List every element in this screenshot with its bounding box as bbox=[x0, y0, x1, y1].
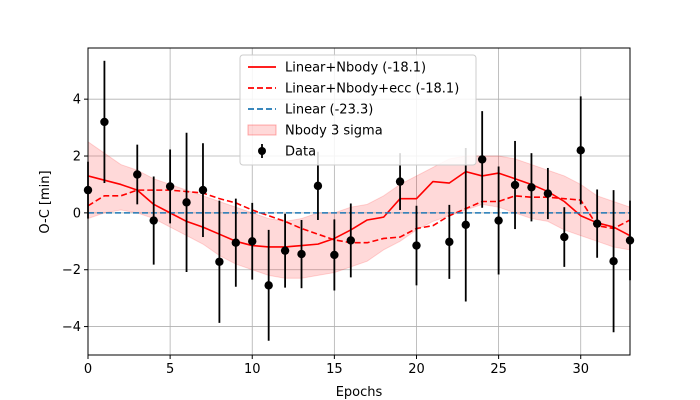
data-marker bbox=[543, 189, 553, 198]
y-tick-label: 4 bbox=[73, 93, 81, 108]
data-point bbox=[412, 205, 421, 286]
data-point bbox=[527, 153, 536, 222]
data-point bbox=[297, 219, 306, 289]
data-point bbox=[133, 144, 142, 205]
y-tick-label: 2 bbox=[73, 150, 81, 165]
data-marker bbox=[527, 183, 536, 192]
data-point bbox=[215, 200, 224, 323]
y-tick-label: 0 bbox=[73, 206, 81, 221]
data-point bbox=[576, 96, 585, 205]
legend-label: Data bbox=[285, 145, 316, 160]
x-tick-label: 10 bbox=[244, 362, 261, 377]
data-point bbox=[330, 219, 339, 291]
data-marker bbox=[133, 170, 142, 179]
data-points-layer bbox=[83, 60, 635, 341]
data-point bbox=[231, 198, 241, 287]
y-tick-label: −2 bbox=[62, 263, 81, 278]
legend-entry-data: Data bbox=[258, 144, 316, 160]
sigma-band-layer bbox=[88, 141, 630, 279]
x-tick-label: 5 bbox=[166, 362, 174, 377]
legend-label: Linear (-23.3) bbox=[285, 103, 373, 118]
data-point bbox=[198, 143, 208, 238]
data-marker bbox=[149, 216, 158, 225]
data-point bbox=[477, 111, 487, 208]
legend-swatch bbox=[247, 124, 277, 136]
data-point bbox=[445, 204, 454, 279]
data-marker bbox=[592, 219, 602, 228]
data-marker bbox=[198, 185, 208, 195]
data-marker bbox=[494, 216, 503, 225]
x-tick-label: 20 bbox=[408, 362, 425, 377]
y-tick-label: −4 bbox=[62, 320, 81, 335]
data-point bbox=[100, 60, 109, 184]
legend-entry-linear-nbody-ecc-18-1: Linear+Nbody+ecc (-18.1) bbox=[248, 82, 459, 97]
legend: Linear+Nbody (-18.1) Linear+Nbody+ecc (-1… bbox=[239, 54, 477, 166]
data-marker bbox=[100, 117, 109, 127]
data-point bbox=[494, 166, 503, 275]
data-point bbox=[165, 149, 175, 224]
data-point bbox=[346, 203, 355, 278]
data-point bbox=[461, 148, 470, 302]
data-marker bbox=[280, 246, 290, 255]
series-layer bbox=[88, 170, 630, 248]
data-marker bbox=[477, 155, 487, 164]
legend-entry-linear-nbody-18-1: Linear+Nbody (-18.1) bbox=[248, 61, 426, 76]
data-marker bbox=[165, 182, 175, 191]
legend-label: Linear+Nbody+ecc (-18.1) bbox=[285, 82, 459, 97]
data-marker bbox=[264, 281, 273, 290]
data-point bbox=[609, 190, 618, 333]
data-marker bbox=[215, 257, 224, 266]
data-point bbox=[510, 140, 520, 230]
data-marker bbox=[609, 256, 618, 266]
legend-label: Nbody 3 sigma bbox=[285, 124, 383, 139]
x-axis-label: Epochs bbox=[336, 385, 383, 400]
y-axis-label: O-C [min] bbox=[38, 170, 53, 233]
plot-frame bbox=[87, 47, 631, 356]
data-point bbox=[543, 167, 553, 220]
data-marker bbox=[182, 198, 191, 207]
data-marker bbox=[313, 181, 323, 191]
data-marker bbox=[395, 177, 405, 186]
legend-box bbox=[239, 54, 477, 166]
data-marker bbox=[510, 180, 520, 190]
data-marker bbox=[231, 238, 241, 247]
data-point bbox=[149, 176, 158, 265]
axis-ticks: 0 5 10 15 20 25 30 −4 −2 0 2 4 bbox=[62, 93, 589, 377]
data-point bbox=[280, 213, 290, 288]
data-point bbox=[248, 202, 257, 280]
data-marker bbox=[576, 146, 585, 155]
legend-entry-linear-23-3: Linear (-23.3) bbox=[248, 103, 373, 118]
data-point bbox=[592, 189, 602, 258]
data-marker bbox=[330, 250, 339, 260]
data-marker bbox=[461, 220, 470, 230]
data-point bbox=[264, 229, 273, 341]
data-point bbox=[182, 132, 191, 272]
data-marker bbox=[248, 237, 257, 246]
legend-label: Linear+Nbody (-18.1) bbox=[285, 61, 426, 76]
sigma-band bbox=[88, 141, 630, 279]
series-line-linear-nbody-18-1 bbox=[88, 170, 630, 248]
series-line-linear-nbody-ecc-18-1 bbox=[88, 189, 630, 244]
data-point bbox=[560, 207, 569, 267]
data-marker bbox=[412, 241, 421, 250]
legend-entry-nbody-3-sigma: Nbody 3 sigma bbox=[247, 124, 383, 139]
x-tick-label: 30 bbox=[572, 362, 589, 377]
data-marker bbox=[445, 237, 454, 247]
data-marker bbox=[297, 249, 306, 259]
x-tick-label: 15 bbox=[326, 362, 343, 377]
data-marker bbox=[560, 232, 569, 242]
data-marker bbox=[346, 236, 355, 245]
x-tick-label: 0 bbox=[84, 362, 92, 377]
x-tick-label: 25 bbox=[490, 362, 507, 377]
legend-swatch-marker bbox=[258, 147, 266, 155]
